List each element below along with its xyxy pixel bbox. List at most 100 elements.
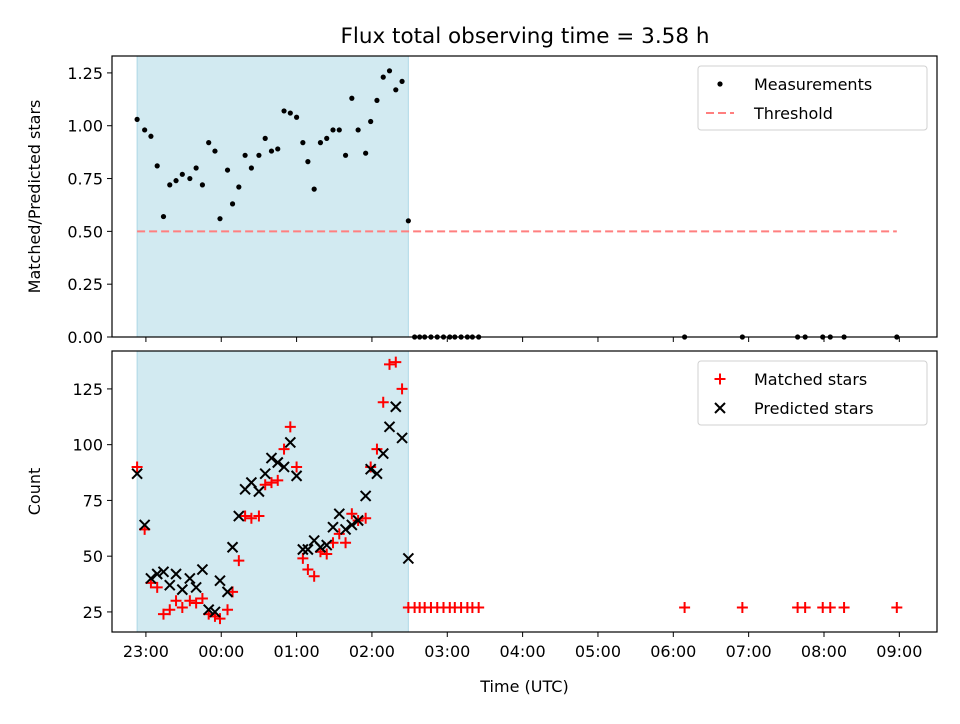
matched-star-point: [384, 358, 396, 370]
measurement-point: [199, 182, 206, 188]
matched-star-point: [340, 537, 352, 549]
predicted-star-point: [265, 452, 278, 464]
measurement-point: [206, 140, 212, 146]
x-tick-label: 00:00: [198, 642, 244, 661]
predicted-star-point: [278, 461, 290, 473]
legend-label: Threshold: [753, 104, 833, 123]
predicted-star-point: [196, 563, 209, 576]
measurement-point: [160, 213, 167, 220]
predicted-star-point: [151, 568, 163, 580]
observing-span: [136, 350, 409, 633]
matched-star-point: [321, 548, 333, 560]
x-tick-label: 09:00: [876, 642, 922, 661]
x-tick-label: 05:00: [575, 642, 621, 661]
matched-star-point: [284, 421, 296, 433]
predicted-star-point: [383, 421, 396, 433]
predicted-star-point: [170, 568, 182, 580]
x-axis-label: Time (UTC): [479, 677, 568, 696]
predicted-star-point: [202, 603, 215, 616]
measurement-point: [374, 97, 380, 103]
matched-star-point: [297, 552, 309, 564]
predicted-star-point: [402, 552, 415, 565]
matched-star-point: [799, 601, 811, 613]
predicted-star-point: [272, 456, 284, 469]
y-axis-label: Count: [25, 468, 44, 516]
measurement-point: [142, 127, 148, 133]
matched-star-point: [272, 474, 284, 486]
matched-star-point: [239, 510, 251, 522]
predicted-star-point: [364, 463, 377, 475]
x-tick-label: 03:00: [424, 642, 470, 661]
measurement-point: [268, 148, 275, 154]
x-tick-label: 06:00: [650, 642, 696, 661]
measurement-point: [275, 146, 281, 152]
matched-star-point: [164, 604, 176, 616]
matched-star-point: [170, 595, 182, 607]
y-tick-label: 125: [72, 380, 103, 399]
measurement-point: [399, 78, 405, 84]
x-tick-label: 23:00: [123, 642, 169, 661]
measurement-point: [380, 74, 386, 80]
legend-predicted-marker: [714, 402, 726, 414]
predicted-star-point: [327, 521, 339, 533]
predicted-star-point: [157, 566, 170, 578]
bottom-panel: 25 50 75 100 125 23:00 00:00 01:00 02:00 03:00 04:…: [25, 350, 938, 696]
predicted-star-point: [184, 572, 196, 585]
matched-star-point: [302, 564, 314, 576]
predicted-star-point: [390, 401, 402, 413]
matched-star-point: [824, 601, 836, 613]
measurement-point: [179, 171, 185, 177]
axes-frame: [111, 350, 938, 633]
y-tick-label: 100: [72, 436, 103, 455]
y-tick-label: 0.75: [67, 170, 103, 189]
matched-star-point: [245, 512, 257, 524]
predicted-star-point: [284, 436, 297, 449]
matched-star-point: [365, 461, 377, 473]
matched-star-point: [278, 443, 290, 455]
measurement-point: [287, 110, 293, 116]
measurement-point: [342, 152, 349, 158]
matched-star-point: [222, 604, 234, 616]
legend: Matched stars Predicted stars: [697, 360, 928, 426]
measurement-point: [324, 135, 330, 141]
predicted-star-point: [339, 523, 352, 536]
predicted-star-point: [314, 541, 327, 553]
measurement-point: [236, 184, 242, 190]
predicted-star-point: [321, 539, 333, 551]
legend-box: [697, 360, 928, 426]
matched-star-point: [679, 601, 691, 613]
matched-star-point: [838, 601, 850, 613]
measurement-point: [386, 68, 393, 74]
observing-span: [136, 55, 409, 338]
x-tick-label: 08:00: [801, 642, 847, 661]
measurement-point: [368, 118, 374, 125]
predicted-star-point: [221, 586, 234, 598]
measurement-point: [148, 133, 154, 139]
y-tick-label: 25: [83, 603, 103, 622]
measurement-point: [317, 140, 324, 146]
matched-star-point: [291, 461, 303, 473]
measurement-point: [193, 165, 199, 171]
y-tick-label: 0.00: [67, 328, 103, 347]
y-tick-label: 1.00: [67, 117, 103, 136]
measurement-point: [300, 140, 306, 146]
matched-star-point: [157, 608, 169, 620]
matched-star-point: [333, 528, 345, 540]
chart-title: Flux total observing time = 3.58 h: [341, 24, 710, 49]
predicted-star-point: [359, 490, 372, 502]
legend-label: Measurements: [754, 75, 872, 94]
measurement-point: [311, 186, 317, 192]
matched-star-point: [390, 356, 402, 368]
measurement-point: [330, 127, 336, 133]
measurement-point: [229, 201, 236, 207]
predicted-star-point: [164, 579, 176, 591]
legend-matched-marker: [714, 373, 726, 385]
measurement-point: [217, 216, 223, 222]
predicted-star-point: [371, 467, 383, 480]
measurement-point: [405, 218, 411, 224]
measurement-point: [134, 116, 140, 122]
measurement-point: [281, 108, 287, 114]
axes-frame: [111, 55, 938, 338]
matched-star-point: [214, 613, 226, 625]
y-tick-label: 1.25: [67, 64, 103, 83]
